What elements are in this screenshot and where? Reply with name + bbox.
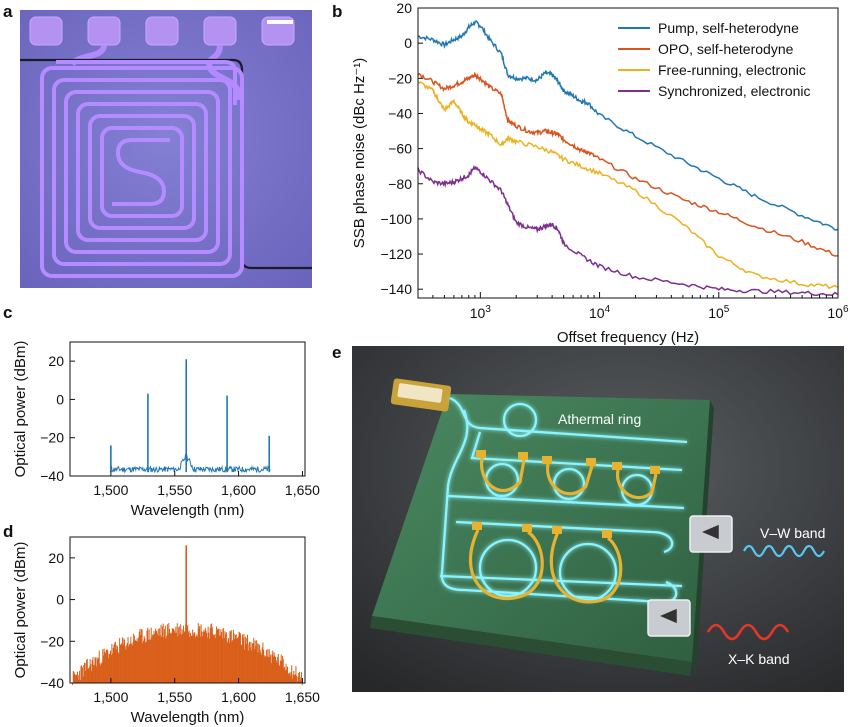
- panel-letter-a: a: [3, 2, 13, 21]
- heater-pads: [472, 450, 660, 538]
- y-tick-label: −20: [388, 70, 412, 86]
- y-tick-label: −40: [388, 105, 412, 121]
- legend-label-2: OPO, self-heterodyne: [658, 41, 794, 57]
- chip-rendering: Athermal ring V–W band X–K band: [352, 346, 844, 692]
- x-tick-label: 104: [589, 304, 611, 321]
- y-tick-label: −40: [40, 468, 64, 484]
- axes-frame: [69, 341, 306, 477]
- panel-letter-c: c: [3, 303, 13, 322]
- chart-d: 20 0 −20 −40 1,500 1,550 1,600 1,650 Wavelength …: [12, 536, 320, 726]
- chart-c: 20 0 −20 −40 1,500 1,550 1,600 1,650 Wavelength …: [12, 341, 320, 519]
- y-axis-title: Optical power (dBm): [12, 341, 29, 478]
- x-tick-label: 1,600: [221, 482, 256, 498]
- legend-label-1: Pump, self-heterodyne: [658, 20, 799, 36]
- photodiode-xk: [647, 599, 691, 637]
- y-tick-label: −40: [40, 675, 64, 691]
- y-axis-title: SSB phase noise (dBc Hz⁻¹): [351, 58, 368, 249]
- x-tick-label: 103: [470, 304, 492, 321]
- axes-frame: [69, 536, 306, 684]
- y-tick-label: −80: [388, 176, 412, 192]
- x-axis-title: Offset frequency (Hz): [557, 329, 699, 346]
- micrograph-image: [20, 10, 312, 288]
- gold-heaters: [468, 457, 658, 604]
- wave-vw: [743, 544, 825, 558]
- y-tick-label: 20: [48, 353, 64, 369]
- y-tick-label: −140: [380, 281, 412, 297]
- x-tick-label: 105: [708, 304, 730, 321]
- series-line-4: [417, 164, 839, 297]
- scale-bar: [267, 20, 293, 24]
- x-tick-label: 106: [827, 304, 849, 321]
- axes-frame: [417, 7, 839, 299]
- label-athermal-ring: Athermal ring: [558, 411, 641, 427]
- label-vw-band: V–W band: [760, 525, 825, 541]
- y-tick-label: 0: [56, 592, 64, 608]
- noise-floor: [110, 453, 271, 474]
- x-tick-label: 1,550: [157, 689, 192, 705]
- y-tick-label: −20: [40, 633, 64, 649]
- photodiode-vw: [689, 515, 733, 553]
- x-axis-title: Wavelength (nm): [131, 709, 245, 726]
- y-tick-label: −20: [40, 430, 64, 446]
- x-tick-label: 1,500: [93, 482, 128, 498]
- y-tick-label: −60: [388, 141, 412, 157]
- series-line-2: [417, 71, 839, 257]
- series-line-3: [417, 81, 839, 290]
- x-tick-label: 1,600: [221, 689, 256, 705]
- label-xk-band: X–K band: [728, 651, 790, 667]
- x-tick-label: 1,550: [157, 482, 192, 498]
- legend-label-4: Synchronized, electronic: [658, 83, 811, 99]
- x-axis-title: Wavelength (nm): [131, 502, 245, 519]
- chart-b: 20 0 −20 −40 −60 −80 −100 −120 −140 103 104 105 106 O…: [351, 0, 849, 346]
- y-tick-label: −120: [380, 246, 412, 262]
- y-tick-label: −100: [380, 211, 412, 227]
- y-tick-label: 0: [56, 391, 64, 407]
- fiber-coupler: [390, 378, 452, 412]
- y-tick-label: 20: [396, 0, 412, 16]
- spiral-waveguide: [40, 60, 244, 278]
- y-axis-title: Optical power (dBm): [12, 542, 29, 679]
- panel-letter-d: d: [3, 522, 14, 541]
- series-line-1: [418, 20, 839, 231]
- x-tick-label: 1,650: [285, 689, 320, 705]
- y-tick-label: 0: [404, 35, 412, 51]
- panel-letter-b: b: [332, 2, 343, 21]
- y-tick-label: 20: [48, 550, 64, 566]
- legend-label-3: Free-running, electronic: [658, 62, 806, 78]
- panel-letter-e: e: [332, 343, 342, 362]
- wave-xk: [706, 623, 790, 641]
- x-tick-label: 1,650: [285, 482, 320, 498]
- x-tick-label: 1,500: [93, 689, 128, 705]
